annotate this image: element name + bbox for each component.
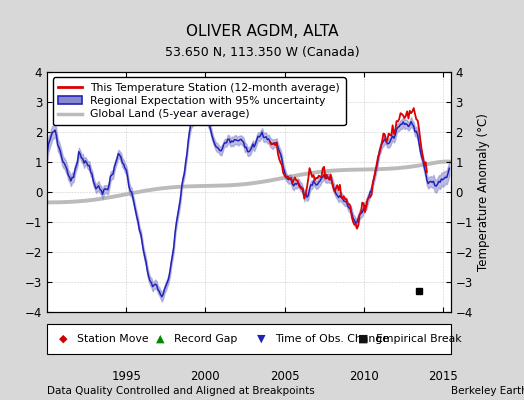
Text: Record Gap: Record Gap: [174, 334, 237, 344]
Text: Time of Obs. Change: Time of Obs. Change: [275, 334, 389, 344]
Text: 2000: 2000: [191, 370, 220, 383]
Text: ■: ■: [358, 334, 368, 344]
Text: ▼: ▼: [257, 334, 266, 344]
Text: Station Move: Station Move: [78, 334, 149, 344]
Text: 2005: 2005: [270, 370, 299, 383]
Text: Berkeley Earth: Berkeley Earth: [451, 386, 524, 396]
Text: ▲: ▲: [156, 334, 165, 344]
Text: 2015: 2015: [428, 370, 457, 383]
Text: Data Quality Controlled and Aligned at Breakpoints: Data Quality Controlled and Aligned at B…: [47, 386, 315, 396]
Y-axis label: Temperature Anomaly (°C): Temperature Anomaly (°C): [477, 113, 490, 271]
Text: OLIVER AGDM, ALTA: OLIVER AGDM, ALTA: [185, 24, 339, 39]
Text: 53.650 N, 113.350 W (Canada): 53.650 N, 113.350 W (Canada): [165, 46, 359, 59]
Text: 1995: 1995: [111, 370, 141, 383]
Text: ◆: ◆: [59, 334, 68, 344]
Legend: This Temperature Station (12-month average), Regional Expectation with 95% uncer: This Temperature Station (12-month avera…: [52, 78, 346, 125]
Text: Empirical Break: Empirical Break: [376, 334, 462, 344]
FancyBboxPatch shape: [47, 324, 451, 354]
Text: 2010: 2010: [349, 370, 378, 383]
